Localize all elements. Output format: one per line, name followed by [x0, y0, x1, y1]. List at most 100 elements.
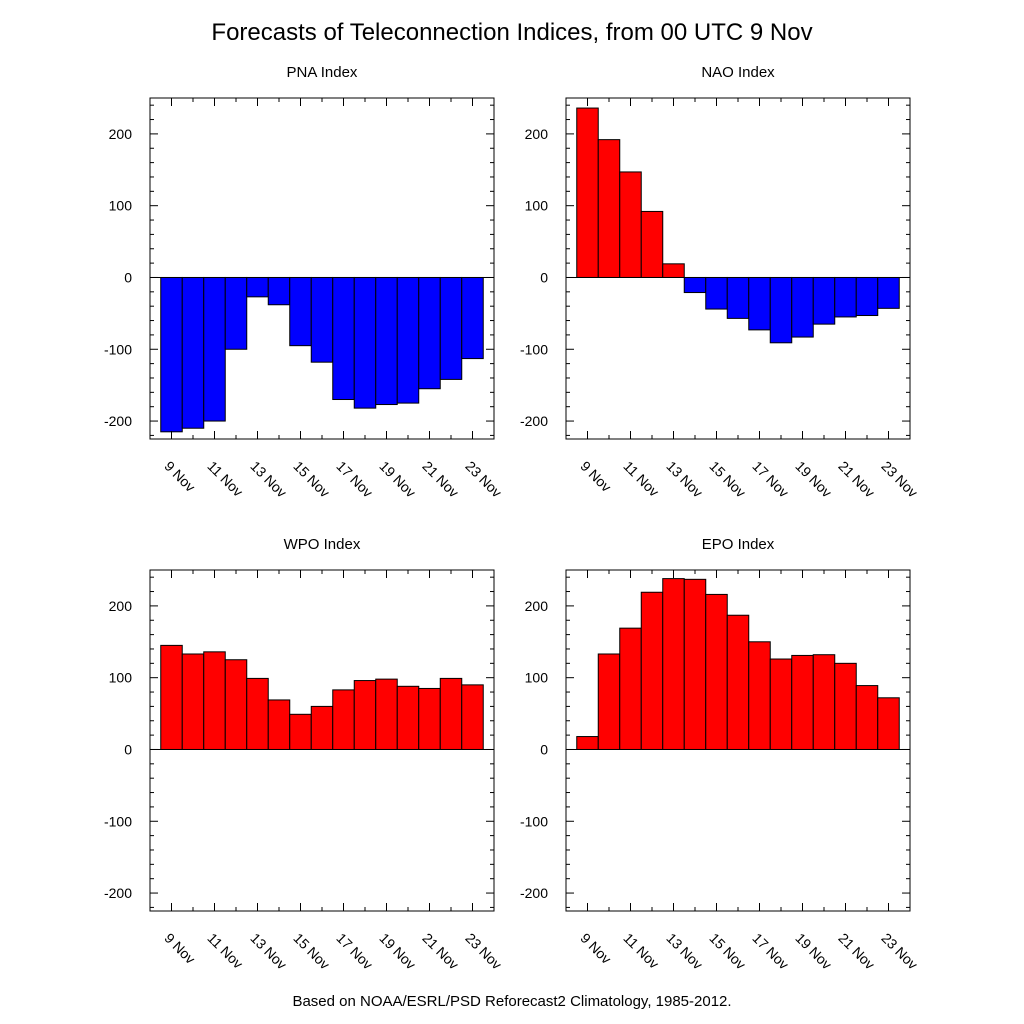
- bar-17-nov: [748, 276, 771, 331]
- bar-17-nov: [332, 276, 355, 401]
- bar-20-nov: [396, 276, 420, 404]
- bar-21-nov: [834, 276, 857, 318]
- bar-9-nov: [576, 736, 599, 750]
- bar-21-nov: [418, 276, 441, 390]
- x-tick-label: 17 Nov: [749, 930, 792, 973]
- bar-21-nov: [418, 687, 441, 750]
- x-tick-label: 15 Nov: [706, 458, 749, 501]
- y-tick-label: -200: [520, 885, 548, 901]
- x-tick-label: 11 Nov: [204, 458, 246, 500]
- y-tick-label: 100: [109, 670, 133, 686]
- bar-19-nov: [791, 654, 814, 750]
- bar-12-nov: [224, 276, 248, 350]
- x-tick-label: 9 Nov: [577, 930, 614, 967]
- bar-19-nov: [375, 678, 398, 750]
- panel-title: WPO Index: [284, 536, 361, 553]
- bar-23-nov: [461, 276, 484, 360]
- bar-20-nov: [812, 654, 836, 750]
- x-tick-label: 21 Nov: [835, 458, 878, 501]
- x-tick-label: 19 Nov: [376, 458, 419, 501]
- bar-22-nov: [855, 276, 879, 317]
- bar-11-nov: [619, 627, 642, 750]
- x-tick-label: 23 Nov: [462, 930, 505, 973]
- x-tick-label: 15 Nov: [290, 930, 333, 973]
- bar-14-nov: [267, 276, 291, 306]
- bar-9-nov: [160, 276, 183, 433]
- bar-22-nov: [439, 677, 463, 750]
- bar-16-nov: [726, 276, 750, 319]
- x-tick-label: 13 Nov: [663, 930, 706, 973]
- y-tick-label: 0: [540, 269, 548, 285]
- x-tick-label: 13 Nov: [247, 930, 290, 973]
- y-tick-label: -200: [104, 413, 132, 429]
- bar-18-nov: [769, 658, 793, 750]
- x-tick-label: 9 Nov: [161, 930, 198, 967]
- y-tick-label: -100: [104, 341, 132, 357]
- y-tick-label: 100: [525, 670, 549, 686]
- y-tick-label: 200: [525, 126, 549, 142]
- bar-18-nov: [353, 680, 377, 750]
- x-tick-label: 11 Nov: [204, 930, 246, 972]
- y-tick-label: -100: [520, 813, 548, 829]
- bar-17-nov: [332, 689, 355, 750]
- bar-10-nov: [181, 653, 205, 750]
- y-tick-label: 0: [540, 741, 548, 757]
- panel-title: PNA Index: [287, 64, 358, 81]
- bar-10-nov: [597, 139, 621, 278]
- bar-21-nov: [834, 662, 857, 750]
- bar-11-nov: [203, 651, 226, 750]
- bar-12-nov: [224, 659, 248, 750]
- x-tick-label: 21 Nov: [419, 458, 462, 501]
- bar-22-nov: [855, 685, 879, 750]
- bar-17-nov: [748, 641, 771, 750]
- x-tick-label: 17 Nov: [749, 458, 792, 501]
- bar-9-nov: [160, 644, 183, 750]
- bar-20-nov: [396, 685, 420, 750]
- bar-23-nov: [461, 684, 484, 750]
- bar-13-nov: [662, 578, 685, 750]
- y-tick-label: -200: [520, 413, 548, 429]
- bar-23-nov: [877, 276, 900, 309]
- bar-18-nov: [769, 276, 793, 344]
- x-tick-label: 15 Nov: [706, 930, 749, 973]
- x-tick-label: 23 Nov: [878, 930, 921, 973]
- bar-12-nov: [640, 591, 664, 750]
- bar-19-nov: [375, 276, 398, 406]
- bar-9-nov: [576, 107, 599, 278]
- x-tick-label: 15 Nov: [290, 458, 333, 501]
- panel-title: EPO Index: [702, 536, 775, 553]
- bar-10-nov: [181, 276, 205, 429]
- x-tick-label: 9 Nov: [161, 458, 198, 495]
- bar-23-nov: [877, 697, 900, 750]
- x-tick-label: 11 Nov: [620, 458, 662, 500]
- bar-14-nov: [683, 276, 707, 294]
- bar-16-nov: [310, 705, 334, 750]
- bar-19-nov: [791, 276, 814, 338]
- pna-index-panel: PNA Index -200 -100 0 100 200 9 Nov 11 Nov 13 No…: [104, 64, 505, 500]
- y-tick-label: 200: [109, 598, 133, 614]
- x-tick-label: 23 Nov: [878, 458, 921, 501]
- y-tick-label: 200: [525, 598, 549, 614]
- x-tick-label: 11 Nov: [620, 930, 662, 972]
- x-tick-label: 19 Nov: [376, 930, 419, 973]
- y-tick-label: 0: [124, 269, 132, 285]
- y-tick-label: 100: [109, 198, 133, 214]
- epo-index-panel: EPO Index -200 -100 0 100 200 9 Nov 11 Nov 13 No…: [520, 536, 921, 972]
- bar-16-nov: [310, 276, 334, 363]
- bar-15-nov: [705, 276, 728, 310]
- bar-16-nov: [726, 614, 750, 750]
- bar-11-nov: [619, 171, 642, 278]
- wpo-index-panel: WPO Index -200 -100 0 100 200 9 Nov 11 Nov 13 No…: [104, 536, 505, 972]
- bar-15-nov: [289, 276, 312, 347]
- x-tick-label: 13 Nov: [663, 458, 706, 501]
- bar-14-nov: [683, 578, 707, 750]
- bar-18-nov: [353, 276, 377, 409]
- bar-15-nov: [289, 713, 312, 750]
- x-tick-label: 13 Nov: [247, 458, 290, 501]
- y-tick-label: -100: [104, 813, 132, 829]
- x-tick-label: 17 Nov: [333, 458, 376, 501]
- figure-title: Forecasts of Teleconnection Indices, fro…: [211, 19, 812, 46]
- bar-13-nov: [246, 276, 269, 298]
- bar-14-nov: [267, 699, 291, 750]
